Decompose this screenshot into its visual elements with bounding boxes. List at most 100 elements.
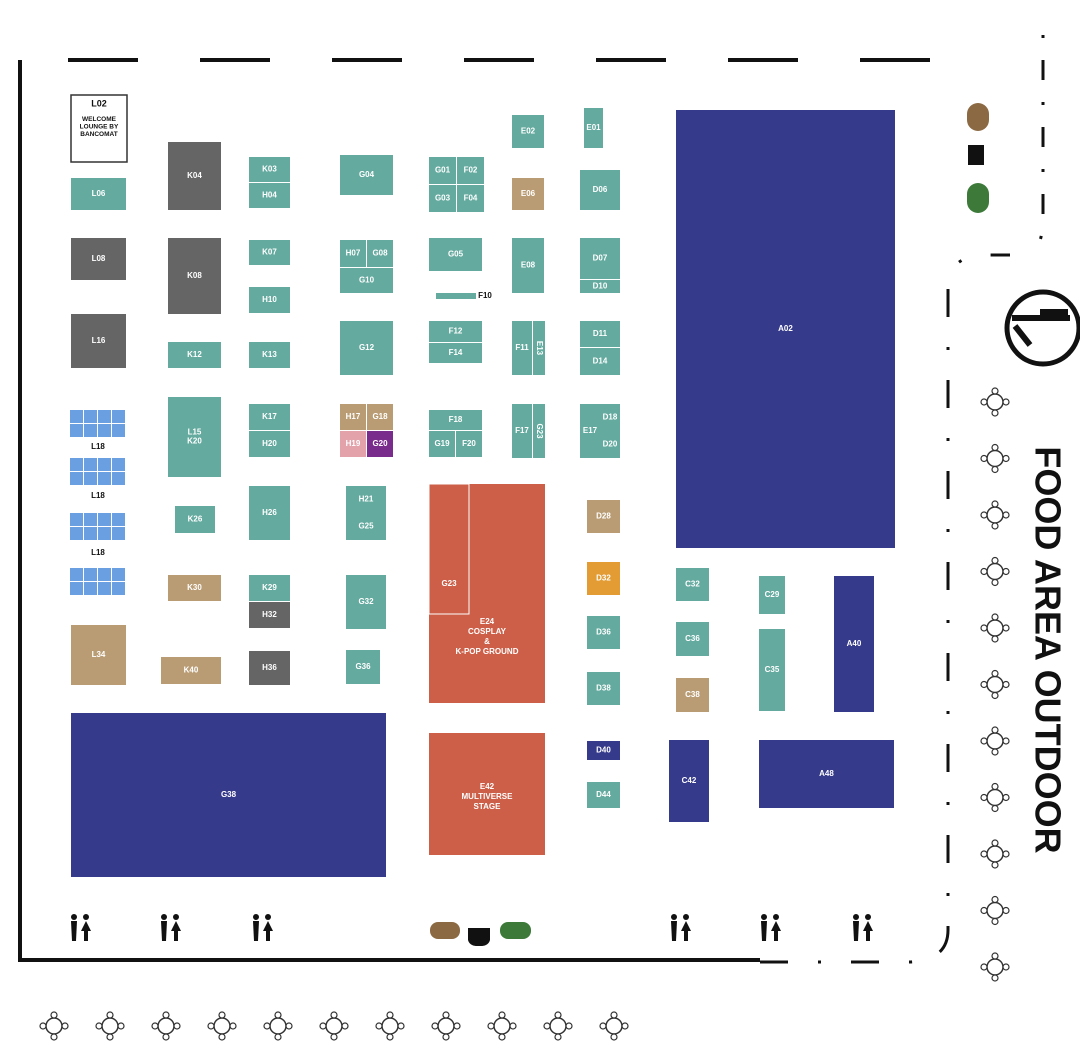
l18-cell [84,458,97,471]
l18-cell [112,458,125,471]
booth [249,287,290,313]
seat [991,782,999,791]
seat [1002,624,1010,632]
booth [600,404,620,431]
seat [375,1022,383,1030]
booth [669,740,709,822]
booth-label: D18 [603,413,618,422]
booth-label: G32 [358,597,374,606]
l18-label: L18 [91,442,105,451]
seat [1002,850,1010,858]
seat [1002,963,1010,971]
booth-label: F11 [515,343,529,352]
booth-label: F02 [464,166,478,175]
seat [986,619,1004,637]
l18-cell [84,568,97,581]
booth [580,170,620,210]
booth [436,293,476,299]
booth-label: E06 [521,189,536,198]
seat [610,1011,618,1019]
seating [151,1011,181,1041]
seat [1002,737,1010,745]
booth-label: COSPLAY [468,627,507,636]
seat [980,737,988,745]
booth [759,576,785,614]
seat [453,1022,461,1030]
booth [457,157,484,184]
booth [340,431,366,457]
seat [101,1017,119,1035]
booth-label: D07 [593,254,608,263]
booth-label: G04 [359,170,375,179]
booth [249,651,290,685]
seat [397,1022,405,1030]
seating [980,613,1010,643]
l18-cell [112,527,125,540]
seat [986,675,1004,694]
seat [991,691,999,700]
booth [71,178,126,210]
booth-label: G25 [358,522,374,531]
booth-label: LOUNGE BY [80,124,119,131]
booth [249,183,290,208]
seat [173,1022,181,1030]
booth-label: K20 [187,437,202,446]
seat [980,454,988,463]
walls [18,35,1045,964]
restroom-icon [671,914,677,920]
booth-label: D20 [603,440,618,449]
l18-cell [98,458,111,471]
booth-label: C32 [685,580,700,589]
seat [285,1022,293,1030]
booth [676,622,709,656]
booth-label: G05 [448,250,464,259]
seat [218,1033,226,1041]
booth-label: D44 [596,790,611,799]
l18-cell [84,582,97,595]
l18-cell [70,458,83,471]
booth-label: D40 [596,746,611,755]
l18-cell [70,527,83,540]
booth [587,562,620,595]
booth-label: D36 [596,628,611,637]
booth [340,155,393,195]
booth [346,513,386,540]
seat [269,1017,287,1035]
booth-label: H20 [262,439,277,448]
booth [533,404,545,458]
booth-label: A02 [778,324,793,333]
booth-label: D14 [593,357,608,366]
seat [442,1033,450,1041]
booth-label: G03 [435,194,451,203]
booth-label: F10 [478,291,492,300]
seat [980,963,988,971]
seat [1002,793,1010,802]
restroom-icon [263,921,273,941]
seat [61,1022,69,1030]
booth-label: K-POP GROUND [456,647,519,656]
l18-cell [70,582,83,595]
booth-label: D38 [596,684,611,693]
booth [249,431,290,457]
l18-cell [98,568,111,581]
booth [533,321,545,375]
seat [565,1022,573,1030]
l18-cell [70,424,83,437]
booth [168,238,221,314]
seat [386,1033,394,1041]
l18-cell [70,410,83,423]
booth-label: H21 [359,495,374,504]
seat [991,669,999,678]
booth [249,157,290,182]
seat [263,1022,271,1030]
seat [106,1033,114,1041]
seat [50,1011,58,1019]
booth [249,486,290,540]
booth [249,240,290,265]
seating [95,1011,125,1041]
booth-label: F18 [449,415,463,424]
booth [512,404,532,458]
booth-label: C29 [765,590,780,599]
seat [991,522,999,530]
